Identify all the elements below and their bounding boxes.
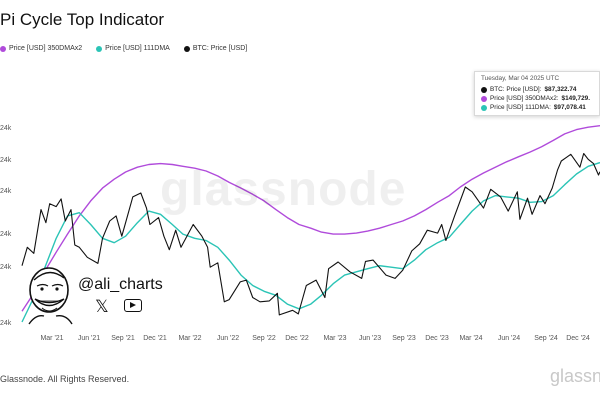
tooltip-row-btc-price: BTC: Price [USD]: $87,322.74 (481, 85, 599, 94)
y-tick-label: 24k (0, 264, 12, 271)
x-tick-label: Mar '22 (178, 335, 201, 342)
x-tick-label: Jun '24 (498, 335, 520, 342)
chart-tooltip: Tuesday, Mar 04 2025 UTC BTC: Price [USD… (474, 71, 600, 116)
x-tick-label: Sep '23 (392, 335, 416, 342)
tooltip-dot-111dma (481, 104, 487, 111)
tooltip-date: Tuesday, Mar 04 2025 UTC (481, 75, 560, 82)
tooltip-label-350dma: Price [USD] 350DMAx2: (490, 95, 559, 102)
x-tick-label: Dec '21 (143, 335, 167, 342)
legend-label-350dma: Price [USD] 350DMAx2 (9, 45, 83, 52)
y-tick-label: 24k (0, 157, 12, 164)
series-layer (21, 125, 600, 323)
x-tick-label: Sep '24 (534, 335, 558, 342)
y-axis: 24k 24k 24k 24k 24k 24k (0, 125, 12, 327)
x-icon[interactable]: 𝕏 (95, 297, 109, 316)
tooltip-dot-btc-price (481, 86, 487, 93)
x-tick-label: Dec '23 (425, 335, 449, 342)
legend-item-btc-price[interactable]: BTC: Price [USD] (183, 45, 248, 52)
author-avatar (24, 262, 76, 331)
series-line-btc-price (21, 152, 600, 316)
glassnode-watermark: glassnode (160, 163, 407, 216)
x-tick-label: Dec '24 (566, 335, 590, 342)
x-tick-label: Mar '23 (323, 335, 346, 342)
legend-dot-111dma (96, 45, 103, 52)
tooltip-label-btc-price: BTC: Price [USD]: (490, 86, 542, 93)
legend-label-111dma: Price [USD] 111DMA (105, 45, 170, 52)
y-tick-label: 24k (0, 125, 12, 132)
tooltip-value-350dma: $149,729. (561, 95, 590, 102)
legend-item-350dma[interactable]: Price [USD] 350DMAx2 (0, 45, 82, 52)
x-tick-label: Sep '21 (111, 335, 135, 342)
glassnode-logo-bottom: glassno (550, 366, 600, 386)
x-tick-label: Sep '22 (252, 335, 276, 342)
series-line-111dma (21, 161, 600, 323)
tooltip-dot-350dma (481, 95, 487, 102)
y-tick-label: 24k (0, 188, 12, 195)
x-tick-label: Dec '22 (285, 335, 309, 342)
x-axis: Mar '21 Jun '21 Sep '21 Dec '21 Mar '22 Jun '… (40, 335, 589, 342)
y-tick-label: 24k (0, 320, 12, 327)
tooltip-row-350dma: Price [USD] 350DMAx2: $149,729. (481, 94, 599, 103)
x-tick-label: Jun '22 (217, 335, 239, 342)
x-tick-label: Jun '21 (78, 335, 100, 342)
tooltip-value-111dma: $97,078.41 (553, 104, 586, 111)
tooltip-row-111dma: Price [USD] 111DMA: $97,078.41 (481, 103, 599, 112)
youtube-icon[interactable] (124, 299, 142, 312)
chart-title: Pi Cycle Top Indicator (0, 10, 165, 29)
author-handle: @ali_charts (78, 276, 163, 293)
y-tick-label: 24k (0, 231, 12, 238)
legend-item-111dma[interactable]: Price [USD] 111DMA (96, 45, 170, 52)
series-line-350dmax2 (21, 125, 600, 312)
legend-dot-350dma (0, 45, 6, 52)
avatar-meme-face-icon (28, 267, 73, 325)
tooltip-value-btc-price: $87,322.74 (544, 86, 577, 93)
tooltip-label-111dma: Price [USD] 111DMA: (490, 104, 551, 111)
copyright-footer: Glassnode. All Rights Reserved. (0, 374, 130, 384)
legend-label-btc-price: BTC: Price [USD] (192, 45, 248, 52)
x-tick-label: Mar '21 (40, 335, 63, 342)
legend-dot-btc-price (183, 45, 190, 52)
x-tick-label: Jun '23 (359, 335, 381, 342)
x-tick-label: Mar '24 (459, 335, 482, 342)
legend: Price [USD] 350DMAx2 Price [USD] 111DMA … (0, 45, 247, 52)
